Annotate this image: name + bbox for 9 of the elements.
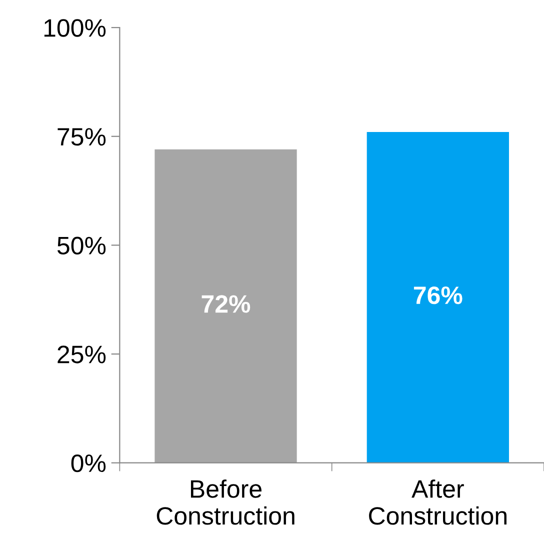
data-label: 76% [414, 286, 462, 304]
y-tick-label: 50% [57, 236, 106, 254]
y-tick-label: 0% [71, 454, 106, 472]
data-label: 72% [202, 295, 250, 313]
x-tick-label: Before Construction [156, 480, 294, 525]
y-tick-label: 25% [58, 346, 106, 364]
y-tick-label: 100% [44, 19, 106, 37]
x-tick-label: After Construction [369, 480, 506, 525]
y-tick-label: 75% [58, 128, 106, 146]
